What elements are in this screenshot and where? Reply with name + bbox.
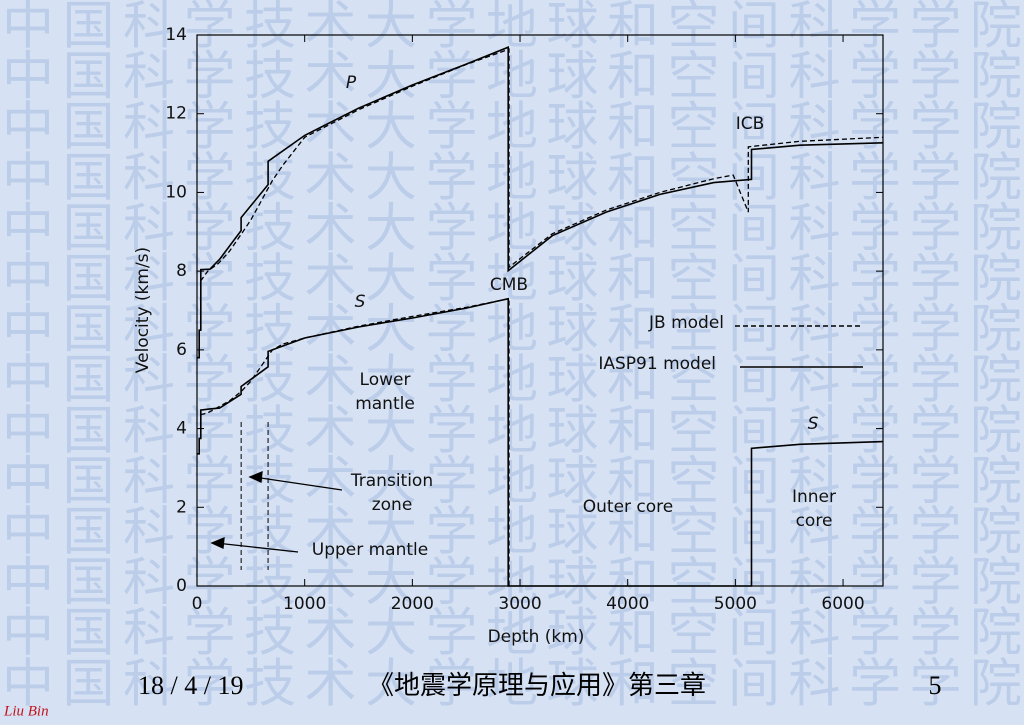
y-tick-label: 4	[176, 419, 187, 439]
watermark-text: 中国科学技术大学地球和空间科学学院	[2, 351, 1022, 411]
y-tick-label: 0	[176, 576, 187, 596]
x-tick-label: 3000	[498, 594, 541, 614]
arrow	[253, 476, 343, 491]
watermark-text: 中国科学技术大学地球和空间科学学院	[2, 300, 1022, 360]
annotation: Outer core	[583, 497, 674, 517]
annotation: S	[355, 292, 366, 312]
annotation: S	[808, 414, 819, 434]
watermark-text: 中国科学技术大学地球和空间科学学院	[2, 401, 1022, 461]
watermark-text: 中国科学技术大学地球和空间科学学院	[2, 199, 1022, 259]
velocity-curve	[197, 46, 884, 359]
watermark-text: 中国科学技术大学地球和空间科学学院	[2, 98, 1022, 158]
footer-page: 5	[929, 671, 942, 700]
annotation: core	[796, 511, 833, 531]
x-tick-label: 2000	[391, 594, 434, 614]
y-tick-label: 14	[165, 25, 187, 45]
footer-course: 《地震学原理与应用》第三章	[368, 671, 706, 700]
x-tick-label: 5000	[714, 594, 757, 614]
velocity-curve	[197, 297, 884, 587]
x-tick-label: 4000	[606, 594, 649, 614]
watermark-text: 中国科学技术大学地球和空间科学学院	[2, 250, 1022, 310]
annotation: Transition	[350, 471, 433, 491]
footer-date: 18 / 4 / 19	[138, 671, 243, 700]
annotation: Inner	[792, 487, 836, 507]
annotation: ICB	[736, 114, 765, 134]
watermark-text: 中国科学技术大学地球和空间科学学院	[2, 654, 1022, 714]
watermark-text: 中国科学技术大学地球和空间科学学院	[2, 148, 1022, 208]
x-tick-label: 6000	[821, 594, 864, 614]
arrow-head	[210, 536, 225, 549]
x-tick-label: 0	[192, 594, 203, 614]
annotation: zone	[372, 495, 413, 515]
legend-label: IASP91 model	[598, 354, 716, 374]
y-tick-label: 10	[165, 182, 187, 202]
watermark-text: 中国科学技术大学地球和空间科学学院	[2, 604, 1022, 664]
y-tick-label: 12	[165, 104, 187, 124]
arrows	[210, 470, 343, 553]
annotation: mantle	[355, 394, 415, 414]
watermark-text: 中国科学技术大学地球和空间科学学院	[2, 553, 1022, 613]
y-tick-label: 6	[176, 340, 187, 360]
x-axis-label: Depth (km)	[488, 627, 585, 647]
arrow	[215, 542, 299, 553]
x-tick-label: 1000	[283, 594, 326, 614]
annotation: Lower	[360, 370, 411, 390]
watermark-text: 中国科学技术大学地球和空间科学学院	[2, 503, 1022, 563]
annotation: CMB	[490, 275, 528, 295]
author: Liu Bin	[3, 703, 49, 719]
y-tick-label: 8	[176, 261, 187, 281]
annotation: P	[346, 73, 357, 93]
watermark-text: 中国科学技术大学地球和空间科学学院	[2, 452, 1022, 512]
velocity-curve	[200, 48, 884, 282]
watermark-text: 中国科学技术大学地球和空间科学学院	[2, 0, 1022, 57]
annotation: Upper mantle	[312, 540, 428, 560]
arrow-head	[248, 470, 263, 483]
watermark-text: 中国科学技术大学地球和空间科学学院	[2, 47, 1022, 107]
legend-label: JB model	[648, 313, 724, 333]
plot-frame	[196, 34, 884, 587]
y-axis-label: Velocity (km/s)	[133, 247, 153, 373]
y-tick-label: 2	[176, 497, 187, 517]
